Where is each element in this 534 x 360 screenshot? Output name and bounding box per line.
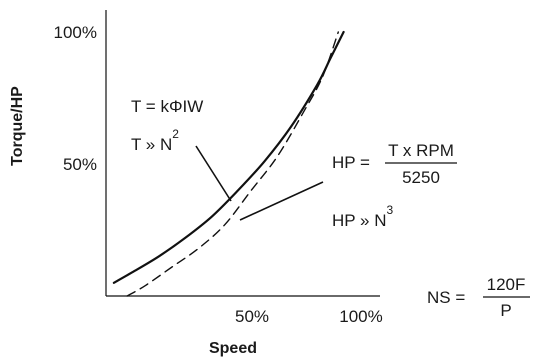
hp-equation-lhs: HP =	[332, 153, 370, 172]
curves	[112, 30, 345, 297]
x-tick-label: 100%	[339, 307, 382, 326]
hp-prop-base: HP » N	[332, 211, 387, 230]
torque-equation: T = kΦIW	[131, 97, 203, 116]
axes	[105, 10, 380, 297]
solid-curve	[112, 30, 345, 284]
y-tick-label: 100%	[54, 23, 97, 42]
x-tick-label: 50%	[235, 307, 269, 326]
hp-equation-numerator: T x RPM	[388, 141, 454, 160]
y-axis-title: Torque/HP	[9, 86, 26, 166]
torque-prop-exponent: 2	[172, 127, 179, 141]
torque-proportionality: T » N2	[131, 127, 179, 154]
tick-labels: 50% 100% 100% 50%	[54, 23, 383, 326]
y-tick-label: 50%	[63, 155, 97, 174]
dashed-curve	[126, 31, 339, 297]
ns-equation-numerator: 120F	[487, 275, 526, 294]
ns-equation-lhs: NS =	[427, 288, 465, 307]
hp-leader-line	[239, 181, 324, 221]
hp-equation-denominator: 5250	[402, 168, 440, 187]
torque-leader-line	[195, 145, 232, 202]
torque-prop-base: T » N	[131, 135, 172, 154]
hp-prop-exponent: 3	[387, 203, 394, 217]
x-axis-title: Speed	[209, 340, 257, 357]
hp-proportionality: HP » N3	[332, 203, 394, 230]
ns-equation-denominator: P	[500, 301, 511, 320]
